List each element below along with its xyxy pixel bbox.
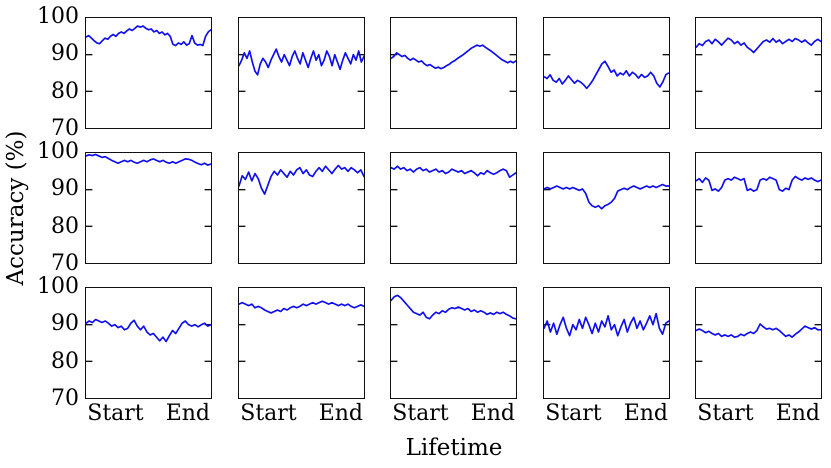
subplot-r3-c3 xyxy=(390,287,517,399)
subplot-r3-c1 xyxy=(85,287,212,399)
x-tick-label: Start xyxy=(392,401,449,426)
y-tick-label: 70 xyxy=(51,386,79,411)
y-tick-label: 80 xyxy=(51,213,79,239)
subplot-r3-c5 xyxy=(695,287,822,399)
y-tick-label: 90 xyxy=(51,311,79,337)
accuracy-series-line xyxy=(696,37,821,54)
accuracy-series-line xyxy=(239,48,364,76)
x-tick-label: Start xyxy=(87,401,144,426)
accuracy-series-line xyxy=(696,175,821,192)
subplot-r1-c3 xyxy=(390,17,517,129)
accuracy-series-line xyxy=(86,318,211,343)
subplot-r2-c2 xyxy=(238,152,365,264)
subplot-r1-c2 xyxy=(238,17,365,129)
accuracy-line-chart xyxy=(696,175,821,228)
accuracy-line-chart xyxy=(86,318,211,363)
accuracy-line-chart xyxy=(86,25,211,93)
accuracy-line-chart xyxy=(391,165,516,228)
subplot-r2-c4 xyxy=(543,152,670,264)
y-tick-label: 100 xyxy=(37,274,79,299)
accuracy-series-line xyxy=(86,153,211,166)
x-tick-label: End xyxy=(318,401,364,426)
x-tick-label: End xyxy=(470,401,516,426)
x-axis-label: Lifetime xyxy=(405,435,503,461)
accuracy-series-line xyxy=(86,25,211,47)
accuracy-line-chart xyxy=(86,153,211,228)
accuracy-series-line xyxy=(544,60,669,90)
subplot-r2-c5 xyxy=(695,152,822,264)
accuracy-line-chart xyxy=(544,53,669,93)
x-tick-label: End xyxy=(623,401,669,426)
subplot-r2-c3 xyxy=(390,152,517,264)
accuracy-line-chart xyxy=(391,294,516,363)
accuracy-line-chart xyxy=(239,300,364,363)
subplot-r1-c1 xyxy=(85,17,212,129)
subplot-r1-c4 xyxy=(543,17,670,129)
x-tick-label: Start xyxy=(240,401,297,426)
subplot-r2-c1 xyxy=(85,152,212,264)
y-tick-label: 90 xyxy=(51,41,79,67)
accuracy-line-chart xyxy=(696,323,821,363)
y-tick-label: 80 xyxy=(51,78,79,104)
accuracy-series-line xyxy=(239,164,364,195)
accuracy-series-line xyxy=(391,165,516,179)
y-tick-label: 90 xyxy=(51,176,79,202)
accuracy-series-line xyxy=(544,312,669,337)
accuracy-series-line xyxy=(239,300,364,314)
y-tick-label: 70 xyxy=(51,251,79,276)
subplot-r3-c4 xyxy=(543,287,670,399)
accuracy-line-chart xyxy=(391,44,516,93)
accuracy-series-line xyxy=(391,294,516,320)
accuracy-series-line xyxy=(544,183,669,210)
x-tick-label: End xyxy=(775,401,821,426)
accuracy-line-chart xyxy=(544,312,669,363)
accuracy-series-line xyxy=(391,44,516,70)
accuracy-series-line xyxy=(696,323,821,338)
y-tick-label: 100 xyxy=(37,139,79,164)
y-tick-label: 100 xyxy=(37,4,79,29)
x-tick-label: End xyxy=(165,401,211,426)
x-tick-label: Start xyxy=(697,401,754,426)
accuracy-line-chart xyxy=(239,164,364,228)
subplot-r1-c5 xyxy=(695,17,822,129)
accuracy-line-chart xyxy=(239,48,364,93)
y-tick-label: 80 xyxy=(51,348,79,374)
x-tick-label: Start xyxy=(545,401,602,426)
y-tick-label: 70 xyxy=(51,116,79,141)
accuracy-line-chart xyxy=(544,183,669,228)
accuracy-line-chart xyxy=(696,37,821,93)
subplot-r3-c2 xyxy=(238,287,365,399)
